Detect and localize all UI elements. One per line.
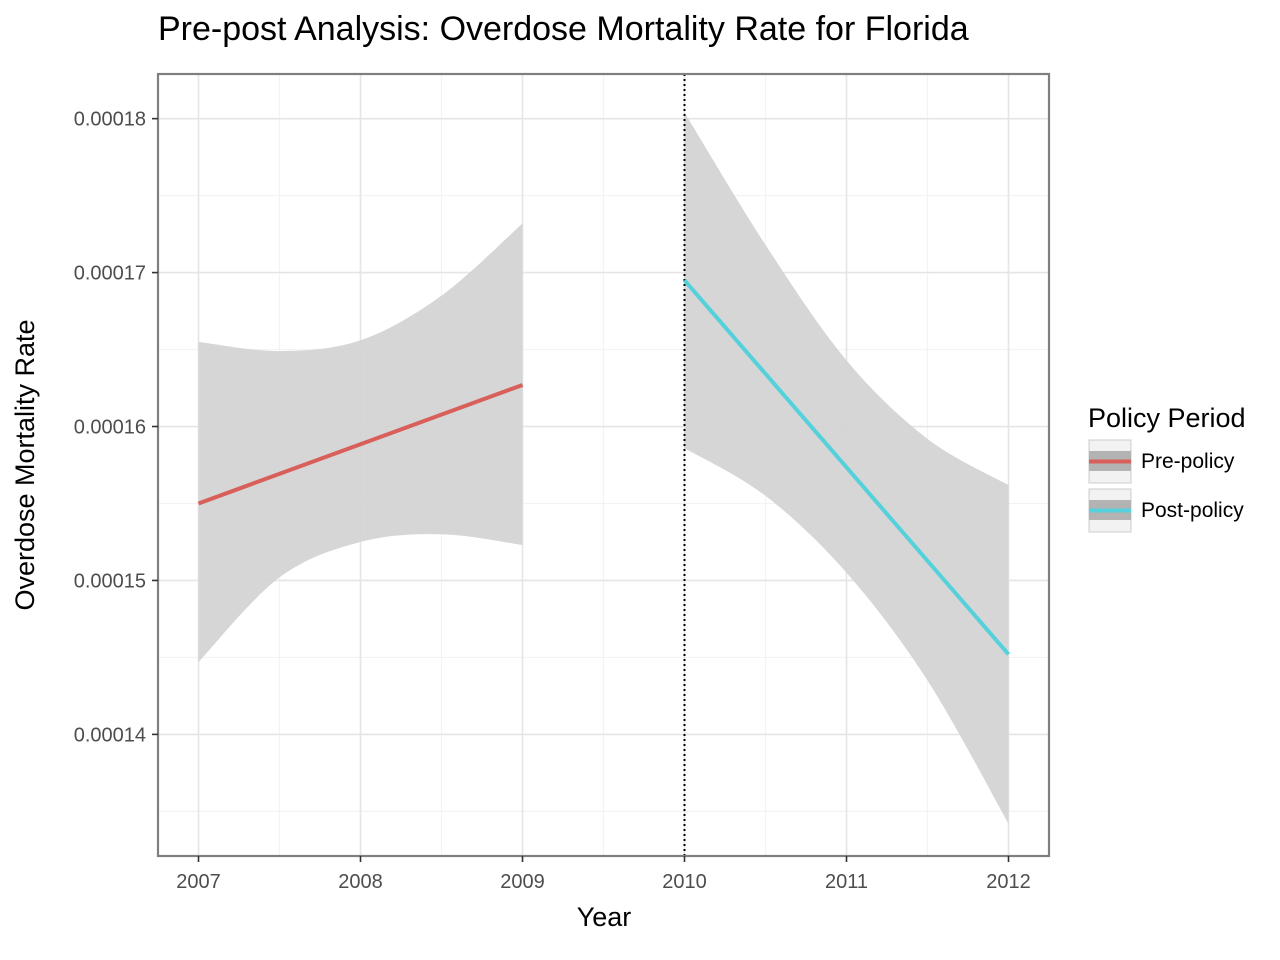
y-axis-title: Overdose Mortality Rate bbox=[10, 319, 40, 610]
x-tick-label: 2008 bbox=[338, 871, 383, 893]
y-axis-ticks: 0.00014 0.00015 0.00016 0.00017 0.00018 bbox=[74, 109, 158, 746]
panel-border bbox=[156, 72, 1051, 858]
legend: Policy Period Pre-policy Post-policy bbox=[1088, 403, 1246, 533]
y-tick-label: 0.00016 bbox=[74, 417, 146, 439]
x-tick-label: 2010 bbox=[662, 871, 707, 893]
y-tick-label: 0.00015 bbox=[74, 570, 146, 592]
chart-title: Pre-post Analysis: Overdose Mortality Ra… bbox=[158, 10, 969, 48]
x-tick-label: 2007 bbox=[176, 871, 221, 893]
legend-title: Policy Period bbox=[1088, 403, 1246, 433]
y-tick-label: 0.00018 bbox=[74, 109, 146, 131]
x-tick-label: 2011 bbox=[825, 871, 868, 893]
x-tick-label: 2009 bbox=[500, 871, 545, 893]
legend-label-pre-policy: Pre-policy bbox=[1141, 450, 1235, 473]
panel-border-rect bbox=[156, 72, 1051, 858]
series-line-post-policy bbox=[682, 278, 1011, 656]
x-axis-title: Year bbox=[577, 902, 632, 932]
series-lines bbox=[197, 278, 1011, 656]
y-tick-label: 0.00014 bbox=[74, 724, 146, 746]
legend-items: Pre-policy Post-policy bbox=[1088, 439, 1244, 533]
x-axis-ticks: 2007 2008 2009 2010 2011 2012 bbox=[176, 856, 1031, 893]
legend-label-post-policy: Post-policy bbox=[1141, 499, 1244, 522]
y-tick-label: 0.00017 bbox=[74, 263, 146, 285]
x-tick-label: 2012 bbox=[986, 871, 1031, 893]
series-line-pre-policy bbox=[197, 383, 524, 506]
